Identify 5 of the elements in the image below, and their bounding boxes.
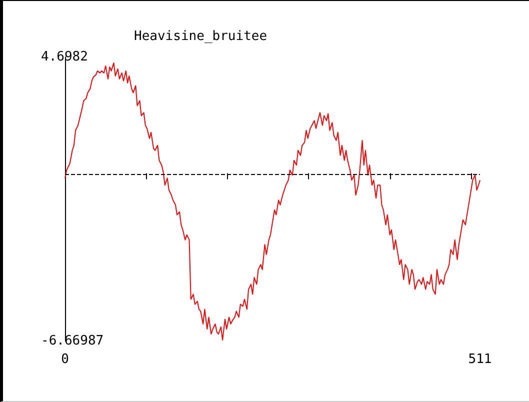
y-tick-label: 4.6982 xyxy=(41,50,88,64)
x-tick-label: 0 xyxy=(61,352,69,367)
chart-title: Heavisine_bruitee xyxy=(134,29,268,44)
y-tick-label: -6.66987 xyxy=(41,334,104,348)
x-tick-label: 511 xyxy=(468,352,492,367)
